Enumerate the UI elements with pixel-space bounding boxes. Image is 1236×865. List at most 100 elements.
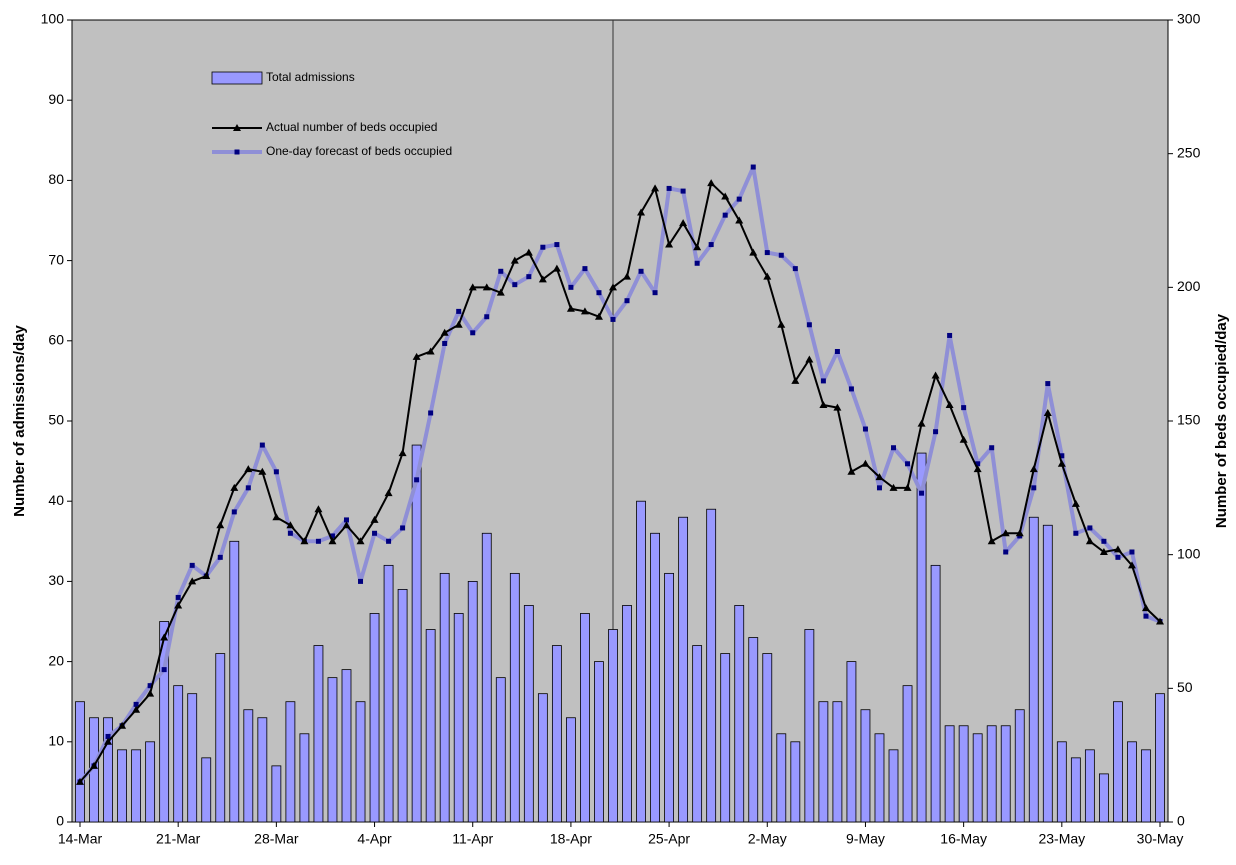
bar	[383, 564, 394, 823]
marker	[931, 371, 940, 379]
bar	[748, 637, 759, 823]
legend-swatch	[211, 71, 263, 85]
marker	[454, 320, 463, 328]
marker	[637, 208, 646, 216]
marker	[90, 761, 99, 769]
bar	[1014, 709, 1025, 823]
bar	[692, 645, 703, 823]
marker	[959, 435, 968, 443]
legend-label: One-day forecast of beds occupied	[266, 144, 452, 158]
marker	[400, 525, 406, 531]
marker	[862, 426, 868, 432]
bar	[1155, 693, 1165, 823]
marker	[428, 410, 434, 416]
marker	[1143, 613, 1149, 619]
marker	[426, 347, 435, 355]
marker	[582, 266, 588, 272]
marker	[1029, 465, 1038, 473]
marker	[917, 419, 926, 427]
marker	[961, 405, 967, 411]
marker	[105, 733, 111, 739]
marker	[1043, 408, 1052, 416]
bar	[664, 572, 674, 823]
marker	[540, 244, 546, 250]
marker	[342, 521, 351, 529]
bar	[1127, 741, 1137, 823]
bar	[355, 701, 366, 823]
bar	[916, 452, 927, 823]
marker	[538, 275, 547, 283]
marker	[76, 777, 84, 785]
bar	[930, 564, 941, 823]
marker	[231, 509, 237, 515]
bar	[832, 701, 843, 823]
bar	[313, 645, 324, 823]
marker	[736, 196, 742, 202]
y2-tick-label: 100	[1177, 545, 1201, 561]
bar	[1070, 757, 1081, 823]
bar	[958, 725, 969, 823]
bar	[439, 572, 450, 823]
marker	[1087, 525, 1093, 531]
marker	[889, 483, 898, 491]
marker	[442, 340, 448, 346]
marker	[174, 601, 183, 609]
y2-axis-title: Number of beds occupied/day	[1213, 313, 1230, 528]
bar	[720, 653, 731, 823]
y-tick-label: 70	[48, 251, 64, 267]
bar	[453, 613, 464, 823]
bar	[818, 701, 829, 823]
marker	[258, 467, 267, 475]
marker	[1003, 549, 1009, 555]
bar	[566, 717, 576, 823]
marker	[412, 352, 421, 360]
bar	[888, 749, 899, 823]
marker	[891, 445, 897, 451]
marker	[372, 530, 378, 536]
marker	[482, 283, 491, 291]
marker	[708, 242, 714, 248]
bar	[776, 733, 787, 823]
y2-tick-label: 250	[1177, 144, 1201, 160]
marker	[987, 537, 996, 545]
marker	[1156, 617, 1164, 625]
bar	[594, 661, 604, 823]
marker	[484, 314, 490, 320]
x-tick-label: 28-Mar	[254, 831, 299, 847]
bar	[481, 532, 492, 823]
bar	[1056, 741, 1067, 823]
bar	[131, 749, 142, 823]
marker	[694, 260, 700, 266]
marker	[300, 537, 309, 545]
marker	[498, 268, 504, 274]
bar	[159, 621, 170, 823]
bar	[846, 661, 857, 823]
bar	[187, 693, 198, 823]
marker	[175, 594, 181, 600]
marker	[1129, 549, 1135, 555]
marker	[104, 737, 113, 745]
marker	[1115, 554, 1121, 560]
marker	[594, 312, 603, 320]
marker	[778, 252, 784, 258]
bar	[1000, 725, 1011, 823]
marker	[903, 483, 912, 491]
marker	[147, 683, 153, 689]
marker	[512, 282, 518, 288]
x-tick-label: 11-Apr	[452, 831, 493, 847]
marker	[314, 505, 323, 513]
marker	[608, 283, 617, 291]
bar	[299, 733, 310, 823]
x-tick-label: 4-Apr	[357, 831, 392, 847]
marker	[679, 219, 688, 227]
marker	[1113, 545, 1122, 553]
marker	[358, 578, 364, 584]
marker	[329, 533, 335, 539]
bar	[215, 653, 226, 823]
marker	[596, 290, 602, 296]
marker	[496, 288, 505, 296]
x-tick-label: 30-May	[1137, 831, 1184, 847]
marker	[792, 266, 798, 272]
bar	[75, 701, 85, 823]
legend-label: Actual number of beds occupied	[266, 120, 437, 134]
